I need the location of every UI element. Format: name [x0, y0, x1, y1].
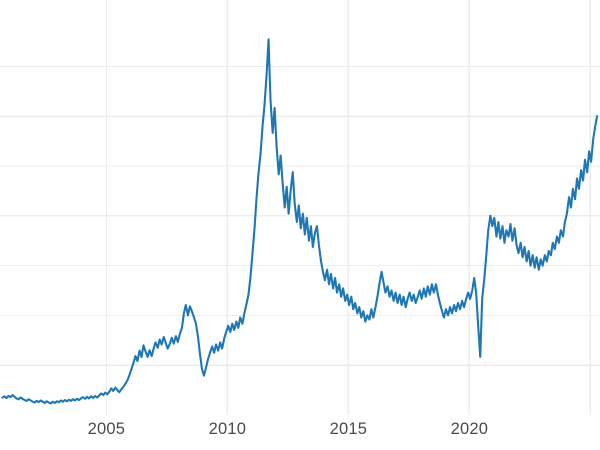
data-series-line — [1, 38, 599, 405]
x-tick-label-2020: 2020 — [450, 420, 489, 438]
horizontal-gridlines — [0, 65, 600, 366]
plot-area — [0, 0, 600, 415]
vertical-gridlines — [105, 0, 592, 415]
x-tick-label-2010: 2010 — [208, 420, 247, 438]
x-tick-label-2015: 2015 — [329, 420, 368, 438]
x-axis-tick-labels: 2005 2010 2015 2020 — [0, 415, 600, 450]
line-chart-svg — [0, 0, 600, 415]
x-tick-label-2005: 2005 — [87, 420, 126, 438]
